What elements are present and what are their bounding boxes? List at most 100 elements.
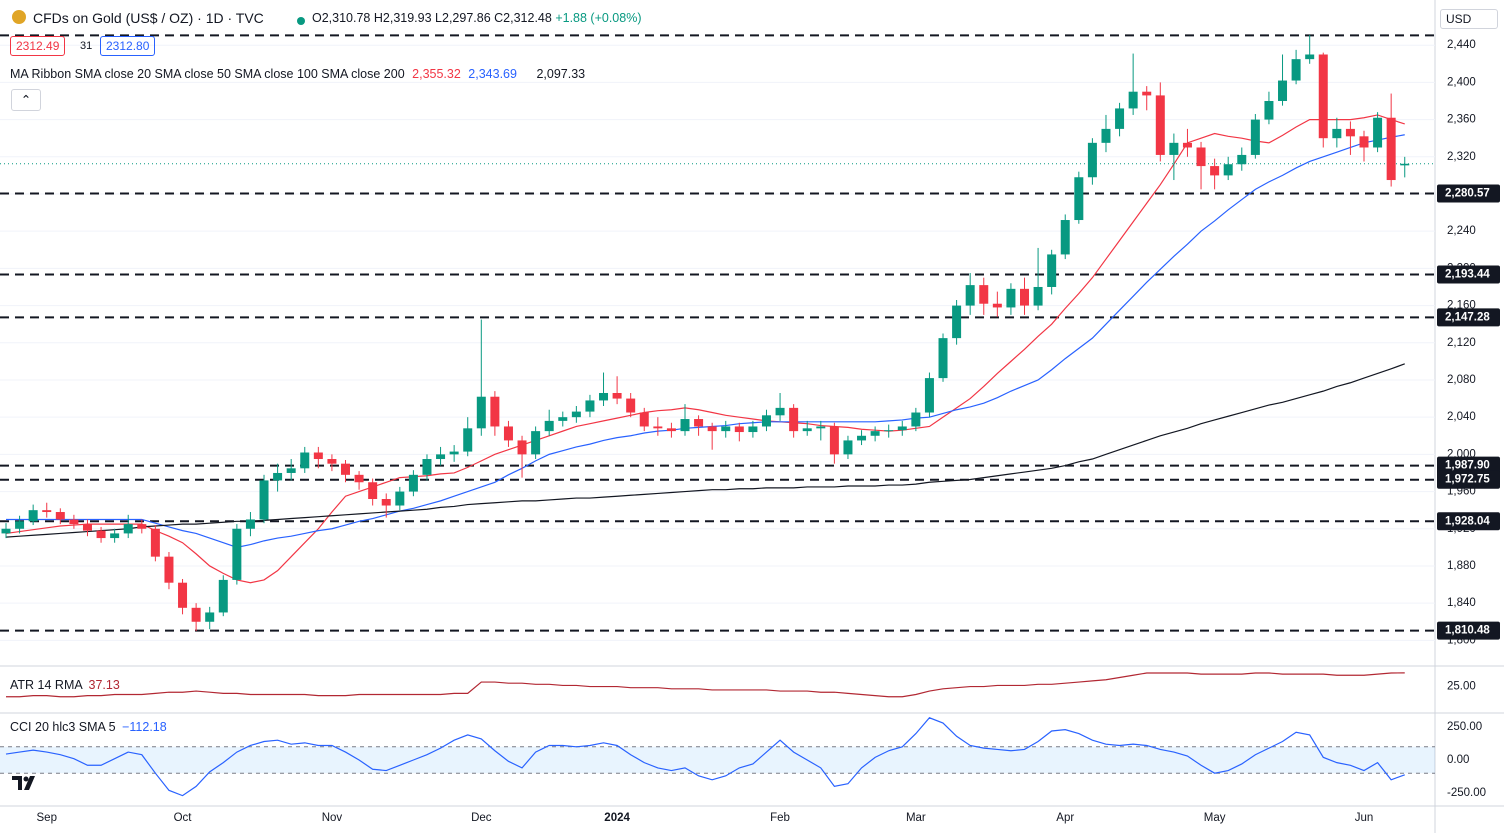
ohlc: O2,310.78 H2,319.93 L2,297.86 C2,312.48 … bbox=[312, 11, 641, 25]
level-label-box bbox=[1437, 184, 1500, 203]
candle-body bbox=[1196, 147, 1206, 167]
candle-body bbox=[626, 398, 636, 413]
candle-body bbox=[28, 510, 38, 522]
candle-body bbox=[979, 285, 989, 304]
ma-legend: MA Ribbon SMA close 20 SMA close 50 SMA … bbox=[10, 67, 585, 81]
candle-body bbox=[1291, 59, 1301, 81]
level-label-box bbox=[1437, 470, 1500, 489]
candle-body bbox=[1047, 254, 1057, 287]
candle-body bbox=[1155, 95, 1165, 155]
indicator-line bbox=[5, 717, 1405, 797]
level-label-box bbox=[1437, 621, 1500, 640]
candle-body bbox=[368, 482, 378, 500]
candle-body bbox=[965, 285, 975, 306]
ma-value: 2,097.33 bbox=[536, 67, 586, 81]
candle-body bbox=[911, 412, 921, 427]
y-tick-label: -250.00 bbox=[1447, 787, 1486, 799]
candle-body bbox=[694, 419, 704, 427]
bid-box[interactable]: 2312.49 bbox=[10, 36, 66, 56]
candle-body bbox=[544, 420, 554, 432]
candle-body bbox=[327, 459, 337, 464]
ohlc-high: H2,319.93 bbox=[373, 11, 432, 25]
cci-legend: CCI 20 hlc3 SMA 5 −112.18 bbox=[10, 720, 167, 734]
candle-body bbox=[721, 426, 731, 432]
cci-value: −112.18 bbox=[122, 720, 167, 734]
candle-body bbox=[341, 463, 350, 475]
candle-body bbox=[1359, 136, 1369, 148]
y-tick-label: 250.00 bbox=[1447, 721, 1482, 733]
candle-body bbox=[680, 419, 690, 432]
x-tick-label: Sep bbox=[37, 812, 57, 824]
x-tick-label: Dec bbox=[471, 812, 492, 824]
level-label-box bbox=[1437, 456, 1500, 475]
ask-box[interactable]: 2312.80 bbox=[100, 36, 156, 56]
candle-body bbox=[938, 338, 948, 379]
candle-body bbox=[55, 512, 65, 520]
ohlc-low: L2,297.86 bbox=[435, 11, 491, 25]
indicator-line bbox=[6, 134, 1405, 548]
y-tick-label: 2,360 bbox=[1447, 114, 1476, 126]
candle-body bbox=[571, 411, 581, 418]
candle-body bbox=[178, 582, 188, 608]
cci-band bbox=[0, 746, 1435, 774]
candle-body bbox=[666, 428, 676, 432]
candle-body bbox=[1278, 80, 1288, 101]
candle-body bbox=[503, 426, 513, 441]
candle-body bbox=[599, 392, 609, 401]
candle-body bbox=[816, 426, 826, 429]
ohlc-change: +1.88 (+0.08%) bbox=[555, 11, 642, 25]
y-tick-label: 2,080 bbox=[1447, 374, 1476, 386]
candle-body bbox=[789, 407, 799, 432]
candle-body bbox=[1182, 142, 1192, 148]
candle-body bbox=[1020, 288, 1029, 306]
x-tick-label: 2024 bbox=[604, 812, 630, 824]
candle-body bbox=[1400, 163, 1410, 166]
level-label: 1,972.75 bbox=[1445, 474, 1490, 486]
candle-body bbox=[1264, 100, 1274, 120]
candle-body bbox=[517, 440, 527, 455]
candle-body bbox=[313, 452, 323, 460]
candle-body bbox=[205, 612, 215, 622]
candle-body bbox=[1101, 128, 1111, 143]
y-tick-label: 1,840 bbox=[1447, 597, 1476, 609]
level-label-box bbox=[1437, 308, 1500, 327]
ma-legend-title: MA Ribbon SMA close 20 SMA close 50 SMA … bbox=[10, 67, 405, 81]
candle-body bbox=[15, 521, 25, 529]
collapse-button[interactable]: ⌃ bbox=[11, 89, 41, 111]
candle-body bbox=[1033, 286, 1043, 306]
candle-body bbox=[748, 426, 758, 433]
x-tick-label: Feb bbox=[770, 812, 790, 824]
candle-body bbox=[884, 430, 894, 432]
candle-body bbox=[1386, 117, 1396, 181]
candle-body bbox=[1087, 142, 1097, 178]
atr-legend: ATR 14 RMA 37.13 bbox=[10, 678, 120, 692]
candle-body bbox=[870, 431, 880, 436]
candle-body bbox=[110, 533, 120, 539]
candle-body bbox=[96, 530, 106, 539]
cci-title: CCI 20 hlc3 SMA 5 bbox=[10, 720, 116, 734]
candle-body bbox=[761, 415, 771, 427]
candle-body bbox=[354, 474, 364, 483]
candle-body bbox=[449, 451, 459, 455]
candle-body bbox=[897, 426, 907, 431]
candle-body bbox=[1305, 54, 1315, 60]
candle-body bbox=[259, 480, 269, 520]
ma-value: 2,343.69 bbox=[468, 67, 517, 81]
symbol-title[interactable]: CFDs on Gold (US$ / OZ) · 1D · TVC bbox=[33, 10, 264, 26]
candle-body bbox=[1318, 54, 1328, 139]
candle-body bbox=[734, 426, 744, 433]
candle-body bbox=[1345, 128, 1355, 137]
tv-logo bbox=[12, 776, 35, 790]
grid-layer bbox=[0, 44, 1435, 641]
x-tick-label: Mar bbox=[906, 812, 926, 824]
candle-body bbox=[191, 607, 201, 622]
candle-body bbox=[123, 524, 133, 534]
candle-body bbox=[531, 431, 541, 455]
candle-body bbox=[829, 426, 839, 455]
candle-body bbox=[1210, 166, 1220, 176]
lines-layer bbox=[5, 114, 1405, 797]
candle-body bbox=[924, 378, 934, 413]
currency-box[interactable]: USD bbox=[1440, 9, 1498, 29]
